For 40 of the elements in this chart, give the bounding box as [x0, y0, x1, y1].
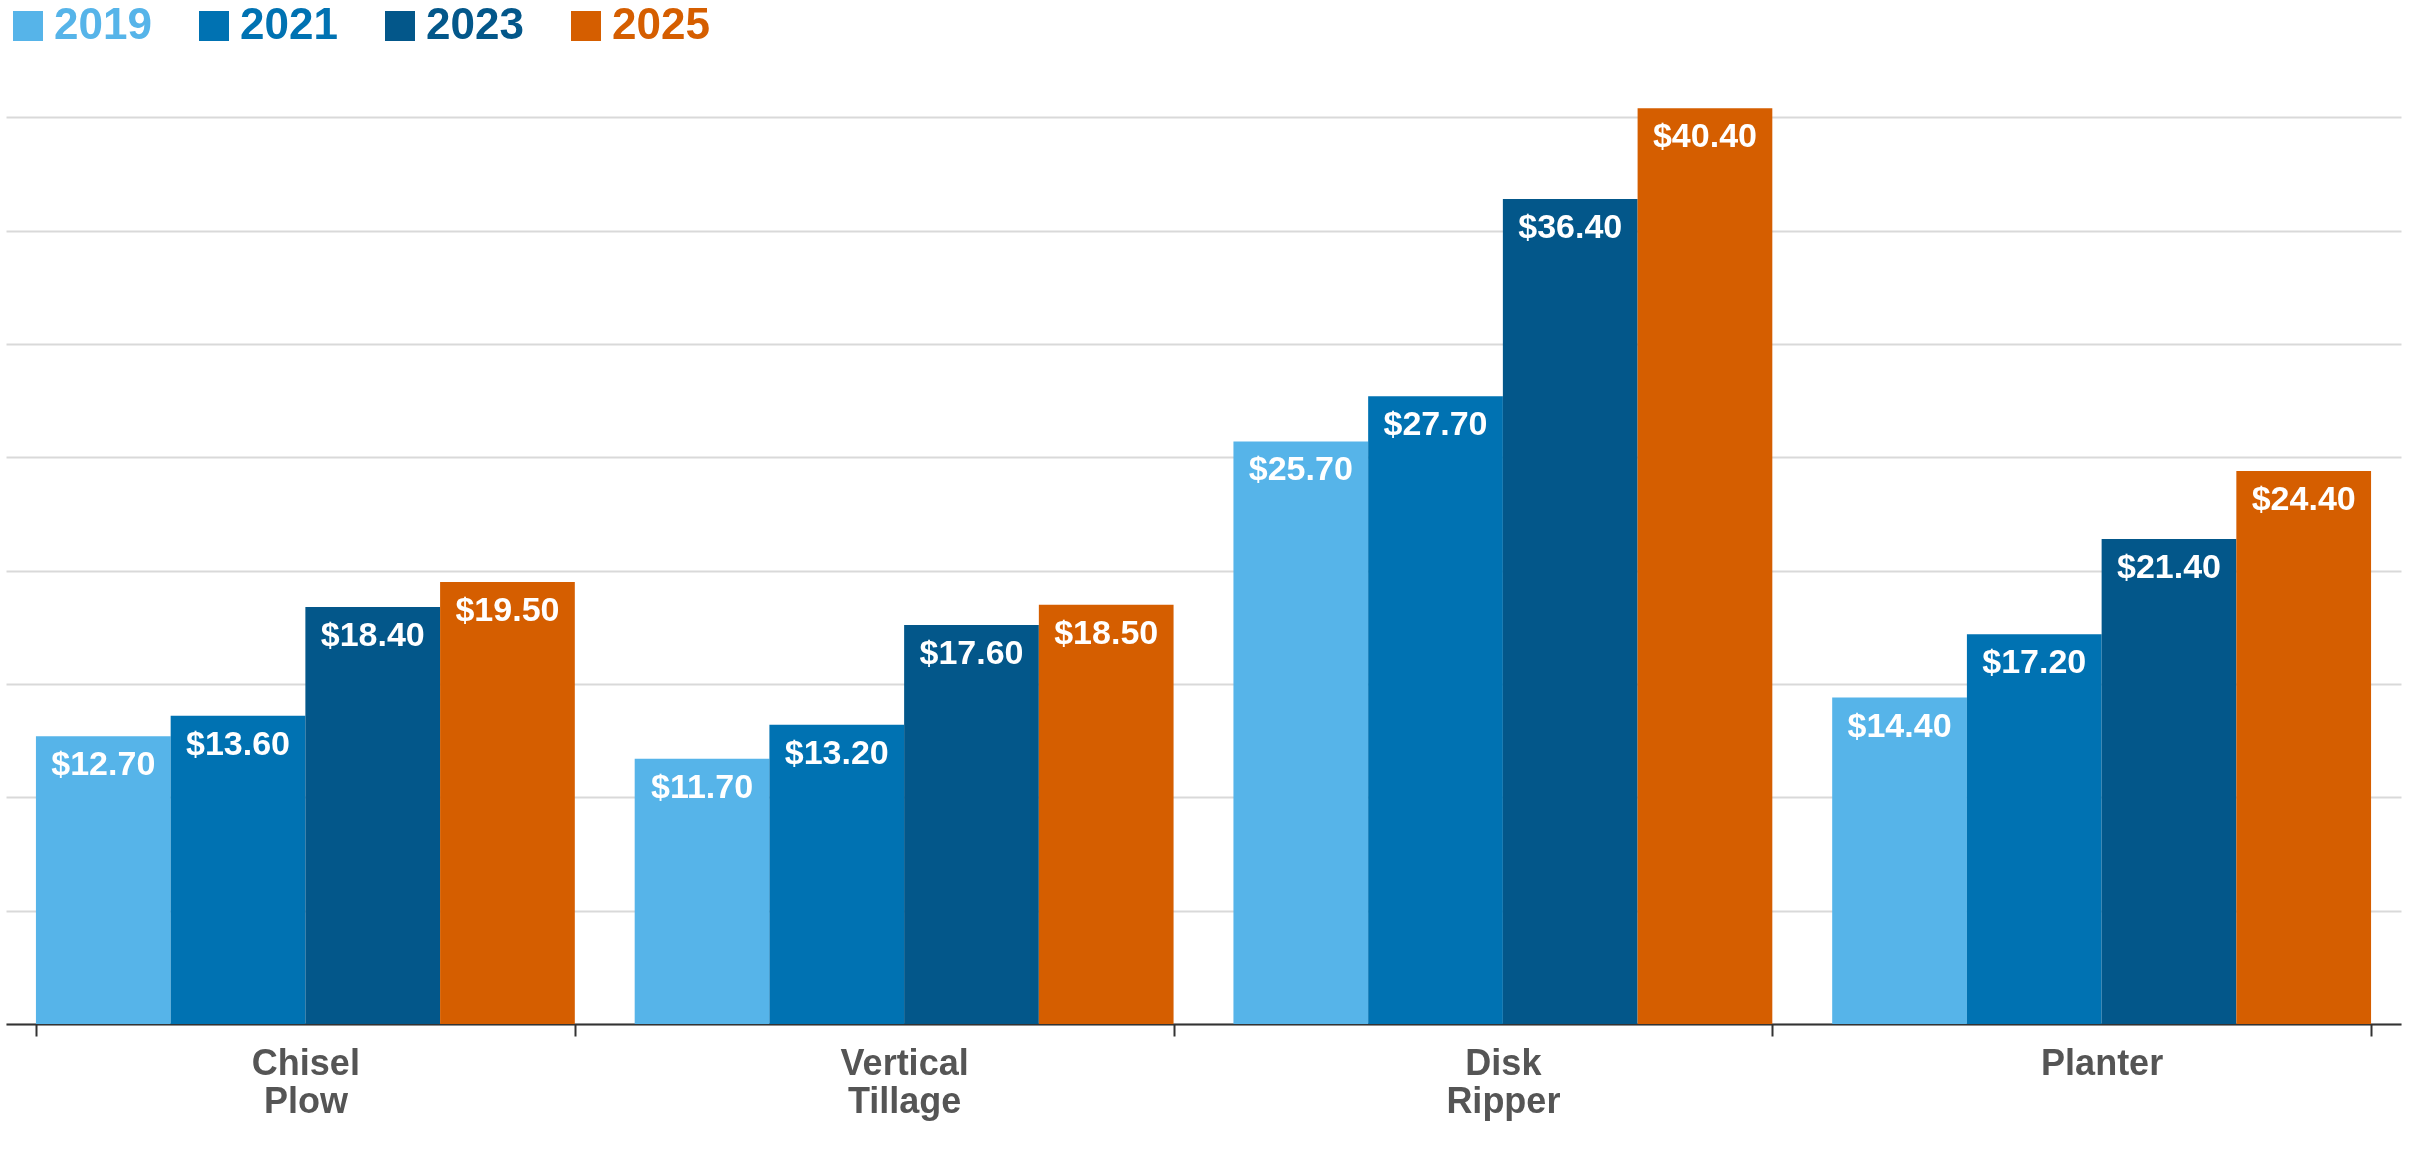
bar — [1038, 604, 1174, 1024]
bar — [1368, 396, 1503, 1024]
bar — [170, 715, 306, 1024]
x-tick-label: Chisel Plow — [251, 1041, 360, 1121]
legend-label: 2019 — [54, 0, 152, 48]
data-label: $40.40 — [1652, 116, 1757, 155]
x-tick-label: Disk Ripper — [1446, 1041, 1561, 1121]
data-label: $27.70 — [1383, 404, 1488, 443]
bar — [2236, 470, 2372, 1024]
data-label: $18.40 — [320, 614, 425, 653]
bar — [1637, 108, 1773, 1024]
data-label: $11.70 — [650, 766, 754, 805]
bar — [1832, 697, 1967, 1024]
data-label: $24.40 — [2251, 478, 2356, 517]
x-tick-label: Planter — [2041, 1041, 2164, 1083]
legend-label: 2021 — [240, 0, 338, 48]
bar — [2101, 538, 2237, 1024]
data-label: $13.60 — [186, 723, 291, 762]
bar — [305, 606, 441, 1024]
bar — [1966, 634, 2102, 1024]
legend-label: 2025 — [612, 0, 710, 48]
data-label: $36.40 — [1518, 206, 1623, 245]
data-label: $17.60 — [919, 633, 1024, 672]
bar — [904, 625, 1039, 1024]
data-label: $14.40 — [1847, 705, 1952, 744]
x-tick-label: Vertical Tillage — [840, 1041, 969, 1121]
bar — [634, 758, 770, 1024]
data-label: $25.70 — [1248, 449, 1353, 488]
data-label: $18.50 — [1054, 612, 1159, 651]
data-label: $17.20 — [1982, 642, 2087, 681]
bar — [769, 724, 905, 1024]
data-label: $12.70 — [51, 744, 156, 783]
bar — [1233, 441, 1369, 1024]
bar — [35, 736, 171, 1024]
data-label: $13.20 — [784, 732, 889, 771]
data-label: $19.50 — [455, 590, 560, 628]
bar — [440, 582, 575, 1024]
legend-label: 2023 — [426, 0, 524, 48]
bar — [1502, 198, 1638, 1024]
data-label: $21.40 — [2116, 546, 2221, 585]
